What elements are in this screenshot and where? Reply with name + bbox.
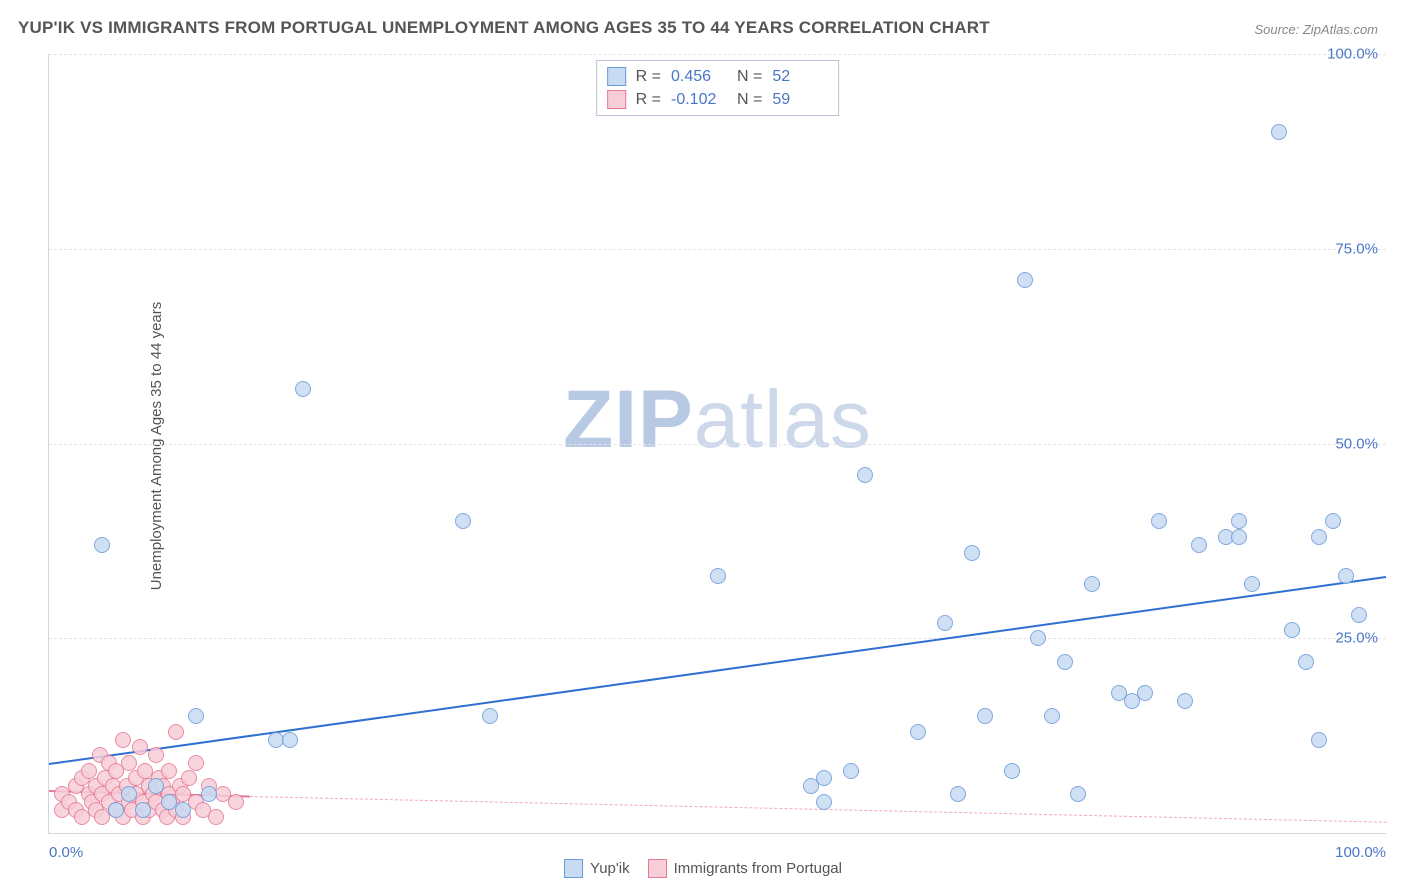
legend-row-yupik: R = 0.456 N = 52 (607, 65, 829, 88)
source-label: Source: ZipAtlas.com (1254, 22, 1378, 37)
trend-line (49, 576, 1386, 765)
scatter-point (121, 755, 137, 771)
scatter-point (816, 770, 832, 786)
scatter-point (1177, 693, 1193, 709)
grid-line (49, 444, 1386, 445)
scatter-point (181, 770, 197, 786)
scatter-point (843, 763, 859, 779)
scatter-point (208, 809, 224, 825)
scatter-point (1231, 529, 1247, 545)
y-tick-label: 75.0% (1335, 240, 1378, 257)
scatter-point (1271, 124, 1287, 140)
scatter-point (1244, 576, 1260, 592)
swatch-portugal-icon (648, 859, 667, 878)
scatter-point (964, 545, 980, 561)
scatter-point (1311, 732, 1327, 748)
scatter-point (1298, 654, 1314, 670)
series-legend: Yup'ik Immigrants from Portugal (564, 859, 842, 878)
legend-item-portugal: Immigrants from Portugal (648, 859, 842, 878)
legend-item-yupik: Yup'ik (564, 859, 630, 878)
scatter-point (1338, 568, 1354, 584)
x-tick-label: 0.0% (49, 844, 83, 861)
scatter-point (1325, 513, 1341, 529)
scatter-point (816, 794, 832, 810)
scatter-point (148, 747, 164, 763)
scatter-point (1057, 654, 1073, 670)
scatter-point (168, 724, 184, 740)
y-tick-label: 50.0% (1335, 435, 1378, 452)
scatter-point (910, 724, 926, 740)
scatter-point (108, 802, 124, 818)
grid-line (49, 249, 1386, 250)
scatter-point (1351, 607, 1367, 623)
scatter-point (94, 537, 110, 553)
correlation-legend: R = 0.456 N = 52 R = -0.102 N = 59 (596, 60, 840, 116)
scatter-point (1030, 630, 1046, 646)
scatter-point (188, 708, 204, 724)
scatter-point (81, 763, 97, 779)
scatter-point (482, 708, 498, 724)
scatter-point (1044, 708, 1060, 724)
scatter-point (115, 732, 131, 748)
scatter-point (132, 739, 148, 755)
y-tick-label: 100.0% (1327, 46, 1378, 63)
scatter-point (1284, 622, 1300, 638)
chart-title: YUP'IK VS IMMIGRANTS FROM PORTUGAL UNEMP… (18, 18, 990, 38)
grid-line (49, 54, 1386, 55)
legend-row-portugal: R = -0.102 N = 59 (607, 88, 829, 111)
grid-line (49, 638, 1386, 639)
scatter-point (121, 786, 137, 802)
scatter-point (1231, 513, 1247, 529)
scatter-point (1311, 529, 1327, 545)
scatter-point (135, 802, 151, 818)
scatter-point (455, 513, 471, 529)
swatch-yupik-icon (564, 859, 583, 878)
scatter-point (282, 732, 298, 748)
scatter-point (148, 778, 164, 794)
scatter-point (1017, 272, 1033, 288)
scatter-point (1191, 537, 1207, 553)
swatch-yupik (607, 67, 626, 86)
plot-area: ZIPatlas R = 0.456 N = 52 R = -0.102 N =… (48, 54, 1386, 834)
scatter-point (295, 381, 311, 397)
scatter-point (950, 786, 966, 802)
scatter-point (175, 802, 191, 818)
y-tick-label: 25.0% (1335, 630, 1378, 647)
watermark: ZIPatlas (563, 373, 872, 467)
scatter-point (857, 467, 873, 483)
scatter-point (228, 794, 244, 810)
scatter-point (188, 755, 204, 771)
scatter-point (937, 615, 953, 631)
scatter-point (1004, 763, 1020, 779)
scatter-point (201, 786, 217, 802)
scatter-point (1151, 513, 1167, 529)
x-tick-label: 100.0% (1335, 844, 1386, 861)
scatter-point (1070, 786, 1086, 802)
scatter-point (161, 763, 177, 779)
scatter-point (1084, 576, 1100, 592)
scatter-point (1137, 685, 1153, 701)
scatter-point (977, 708, 993, 724)
swatch-portugal (607, 90, 626, 109)
scatter-point (710, 568, 726, 584)
